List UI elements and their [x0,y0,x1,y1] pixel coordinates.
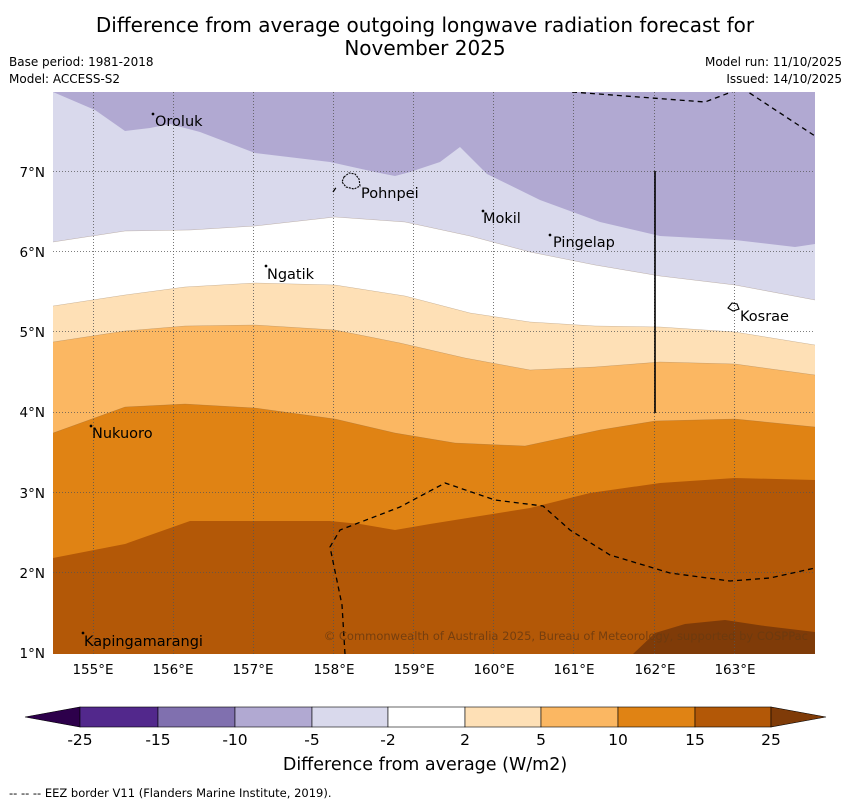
base-period: Base period: 1981-2018 [9,55,154,69]
label-oroluk: Oroluk [155,114,203,130]
eez-borders [329,92,815,654]
meta-left: Base period: 1981-2018 Model: ACCESS-S2 [9,54,154,88]
lon-tick: 158°E [313,662,354,678]
model-name: Model: ACCESS-S2 [9,72,121,86]
lat-tick: 5°N [20,325,45,341]
colorbar-swatch [387,706,466,728]
band-15-25-dark [633,620,815,654]
label-pohnpei: Pohnpei [361,186,419,202]
lat-tick: 2°N [20,566,45,582]
colorbar-tick: -10 [222,731,247,749]
eez-border-pohnpei [332,185,338,193]
eez-border-south [329,482,815,654]
mokil-marker [481,209,485,213]
title-line-2: November 2025 [344,36,506,60]
colorbar-tick: 15 [685,731,705,749]
colorbar-tick: -5 [304,731,319,749]
colorbar-swatch [464,706,542,728]
colorbar-swatch [311,706,389,728]
label-kapingamarangi: Kapingamarangi [84,634,203,650]
lon-tick: 155°E [72,662,113,678]
eez-footnote: -- -- -- EEZ border V11 (Flanders Marine… [9,786,332,800]
colorbar-tick: 25 [761,731,781,749]
colorbar-title: Difference from average (W/m2) [282,755,568,775]
ngatik-marker [264,264,268,268]
colorbar: -25 -15 -10 -5 -2 2 5 10 15 25 [24,706,827,749]
colorbar-tick: 2 [460,731,470,749]
kapingamarangi-marker [81,631,85,635]
lon-tick: 157°E [232,662,273,678]
colorbar-tick: 5 [536,731,546,749]
colorbar-tick: -15 [145,731,170,749]
nukuoro-marker [89,424,93,428]
label-pingelap: Pingelap [553,235,615,251]
pohnpei-outline [341,172,361,190]
lon-tick: 163°E [714,662,755,678]
band-neg10-neg5 [53,92,815,247]
colorbar-extend-low [24,706,81,728]
label-nukuoro: Nukuoro [92,426,153,442]
colorbar-tick: -25 [67,731,92,749]
label-mokil: Mokil [483,211,521,227]
lon-tick-labels: 155°E 156°E 157°E 158°E 159°E 160°E 161°… [72,662,755,678]
lat-tick: 1°N [20,646,45,662]
pingelap-marker [548,233,552,237]
colorbar-swatch [234,706,313,728]
lat-tick: 7°N [20,165,45,181]
contour-lines [53,216,815,447]
lon-tick: 160°E [473,662,514,678]
colorbar-swatch [79,706,159,728]
eez-border-northeast [746,92,815,137]
lat-tick: 3°N [20,486,45,502]
colorbar-tick: -2 [380,731,395,749]
map-title: Difference from average outgoing longwav… [0,14,850,60]
title-line-1: Difference from average outgoing longwav… [95,13,755,37]
lon-tick: 162°E [634,662,675,678]
colorbar-swatch [540,706,619,728]
colorbar-swatch [157,706,236,728]
lon-tick: 159°E [393,662,434,678]
lon-tick: 156°E [152,662,193,678]
lon-tick: 161°E [553,662,594,678]
colorbar-tick: 10 [608,731,628,749]
colorbar-tick-labels: -25 -15 -10 -5 -2 2 5 10 15 25 [67,731,781,749]
issued-date: Issued: 14/10/2025 [726,72,842,86]
island-outlines [81,112,740,635]
contour-fill-layer [53,92,815,654]
lat-tick-labels: 1°N 2°N 3°N 4°N 5°N 6°N 7°N [20,165,45,662]
colorbar-swatch [617,706,696,728]
map[interactable]: Oroluk Pohnpei Mokil Pingelap Ngatik Kos… [0,0,850,700]
oroluk-marker [151,112,155,116]
lat-tick: 6°N [20,245,45,261]
colorbar-extend-high [770,706,827,728]
label-ngatik: Ngatik [267,267,315,283]
lat-tick: 4°N [20,405,45,421]
colorbar-swatch [694,706,772,728]
model-run: Model run: 11/10/2025 [704,55,842,69]
place-labels: Oroluk Pohnpei Mokil Pingelap Ngatik Kos… [84,114,789,650]
label-kosrae: Kosrae [740,309,789,325]
kosrae-outline [727,302,740,312]
meta-right: Model run: 11/10/2025 Issued: 14/10/2025 [705,54,842,88]
copyright-notice: © Commonwealth of Australia 2025, Bureau… [324,629,808,643]
